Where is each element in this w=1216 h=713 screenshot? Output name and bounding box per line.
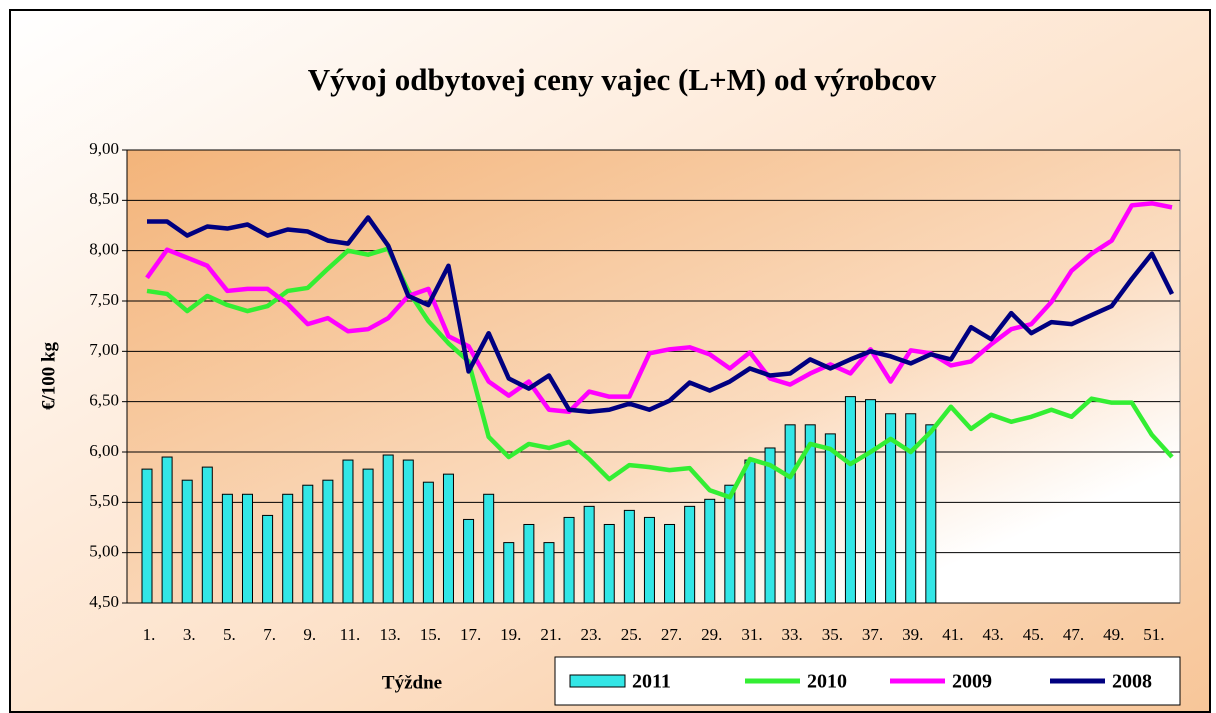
bar xyxy=(583,505,595,604)
x-tick-label: 39. xyxy=(902,625,923,644)
bar xyxy=(141,468,153,604)
bar xyxy=(563,516,575,604)
x-tick-label: 21. xyxy=(540,625,561,644)
bar xyxy=(804,424,816,604)
bar xyxy=(342,459,354,604)
bar xyxy=(603,523,615,604)
bar xyxy=(442,473,454,604)
bar xyxy=(523,523,535,604)
bar xyxy=(744,459,756,604)
bar xyxy=(221,493,233,604)
bar xyxy=(885,413,897,604)
x-axis-label: Týždne xyxy=(382,672,442,693)
bar xyxy=(824,433,836,604)
bar xyxy=(503,542,515,604)
x-tick-label: 29. xyxy=(701,625,722,644)
bar xyxy=(623,509,635,604)
x-tick-label: 17. xyxy=(460,625,481,644)
bar xyxy=(724,484,736,604)
x-tick-label: 49. xyxy=(1103,625,1124,644)
x-tick-label: 5. xyxy=(223,625,236,644)
legend-label: 2008 xyxy=(1112,671,1152,693)
x-tick-label: 11. xyxy=(340,625,361,644)
x-tick-label: 33. xyxy=(782,625,803,644)
legend-label: 2010 xyxy=(807,671,847,693)
line-series xyxy=(147,215,1175,414)
bar xyxy=(362,468,374,604)
y-tick-label: 5,50 xyxy=(89,491,119,510)
y-tick-label: 6,00 xyxy=(89,441,119,460)
y-tick-label: 6,50 xyxy=(89,391,119,410)
line-series xyxy=(146,246,1174,500)
y-tick-label: 8,00 xyxy=(89,240,119,259)
y-tick-label: 8,50 xyxy=(89,189,119,208)
bar xyxy=(302,484,314,604)
x-tick-label: 31. xyxy=(741,625,762,644)
bar xyxy=(161,456,173,604)
bar xyxy=(905,413,917,604)
chart-title: Vývoj odbytovej ceny vajec (L+M) od výro… xyxy=(308,62,937,97)
x-tick-label: 23. xyxy=(581,625,602,644)
y-tick-label: 7,00 xyxy=(89,340,119,359)
x-tick-label: 51. xyxy=(1143,625,1164,644)
legend-label: 2009 xyxy=(952,671,992,693)
bar xyxy=(543,542,555,604)
x-tick-label: 9. xyxy=(303,625,316,644)
bar xyxy=(422,481,434,604)
x-tick-label: 37. xyxy=(862,625,883,644)
y-tick-label: 9,00 xyxy=(89,139,119,158)
bar xyxy=(382,454,394,604)
bar xyxy=(322,479,334,604)
x-tick-label: 1. xyxy=(143,625,156,644)
bar xyxy=(282,493,294,604)
bar xyxy=(463,518,475,604)
x-tick-label: 25. xyxy=(621,625,642,644)
bar xyxy=(262,514,274,604)
bar xyxy=(241,493,253,604)
bar xyxy=(402,459,414,604)
y-tick-label: 7,50 xyxy=(89,290,119,309)
y-axis-label: €/100 kg xyxy=(38,341,59,410)
bar xyxy=(684,505,696,604)
bar xyxy=(925,424,937,604)
x-tick-label: 47. xyxy=(1063,625,1084,644)
x-tick-label: 13. xyxy=(380,625,401,644)
x-tick-label: 3. xyxy=(183,625,196,644)
bar xyxy=(643,516,655,604)
bar xyxy=(483,493,495,604)
bar xyxy=(764,447,776,604)
x-tick-label: 43. xyxy=(982,625,1003,644)
line-series xyxy=(145,201,1173,414)
x-tick-label: 15. xyxy=(420,625,441,644)
y-tick-label: 4,50 xyxy=(89,592,119,611)
x-tick-label: 7. xyxy=(263,625,276,644)
x-tick-label: 27. xyxy=(661,625,682,644)
bar xyxy=(784,424,796,604)
x-tick-label: 41. xyxy=(942,625,963,644)
y-tick-label: 5,00 xyxy=(89,542,119,561)
legend-label: 2011 xyxy=(632,671,671,693)
x-tick-label: 45. xyxy=(1023,625,1044,644)
bar xyxy=(181,479,193,604)
bar xyxy=(844,396,856,604)
x-tick-label: 35. xyxy=(822,625,843,644)
bar xyxy=(865,399,877,604)
bar xyxy=(201,466,213,604)
bar xyxy=(704,498,716,604)
x-tick-label: 19. xyxy=(500,625,521,644)
bar xyxy=(664,523,676,604)
legend-swatch xyxy=(569,674,626,688)
